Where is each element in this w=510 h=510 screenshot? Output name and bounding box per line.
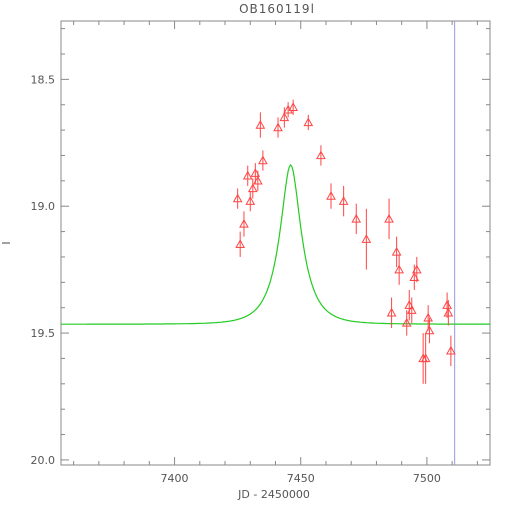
data-point [247, 183, 258, 193]
data-point [384, 213, 394, 223]
data-point [401, 317, 412, 327]
data-point [326, 191, 336, 200]
data-point [239, 218, 249, 228]
data-point [255, 119, 266, 129]
data-point [411, 264, 422, 274]
y-tick-label: 19.0 [31, 200, 56, 213]
y-axis-label: I [0, 241, 13, 244]
plot-frame [60, 20, 491, 466]
data-point [235, 239, 246, 248]
data-point [242, 170, 253, 180]
data-point [409, 272, 420, 281]
data-point [279, 112, 290, 122]
model-curve [61, 163, 490, 325]
data-point [391, 246, 402, 256]
y-tick-label: 19.5 [31, 327, 56, 340]
data-point [361, 234, 372, 243]
data-point [443, 307, 454, 317]
data-point [423, 312, 434, 322]
x-tick-label: 7450 [287, 472, 315, 485]
data-point [404, 300, 415, 309]
data-point [258, 155, 268, 165]
data-point [351, 213, 362, 223]
x-tick-label: 7500 [413, 472, 441, 485]
data-point [406, 305, 417, 314]
data-point [394, 264, 405, 274]
data-point [288, 102, 299, 111]
chart-title: OB160119l [239, 2, 315, 16]
data-point [252, 175, 263, 185]
data-point [442, 300, 452, 309]
x-tick-label: 7400 [161, 472, 189, 485]
x-axis-label: JD - 2450000 [237, 488, 310, 501]
data-point [273, 122, 283, 132]
data-point [424, 325, 435, 335]
data-point [420, 353, 431, 363]
plot-area: 7400 7450 7500 18.5 19.0 19.5 20.0 [31, 21, 490, 485]
data-point [232, 193, 243, 203]
y-tick-label: 20.0 [31, 454, 56, 467]
data-point [338, 196, 349, 205]
data-point [303, 117, 314, 127]
y-tick-label: 18.5 [31, 73, 56, 86]
data-point [245, 196, 256, 205]
data-point [250, 168, 261, 177]
data-point [446, 345, 456, 355]
data-point [316, 150, 326, 160]
data-point [386, 307, 397, 317]
